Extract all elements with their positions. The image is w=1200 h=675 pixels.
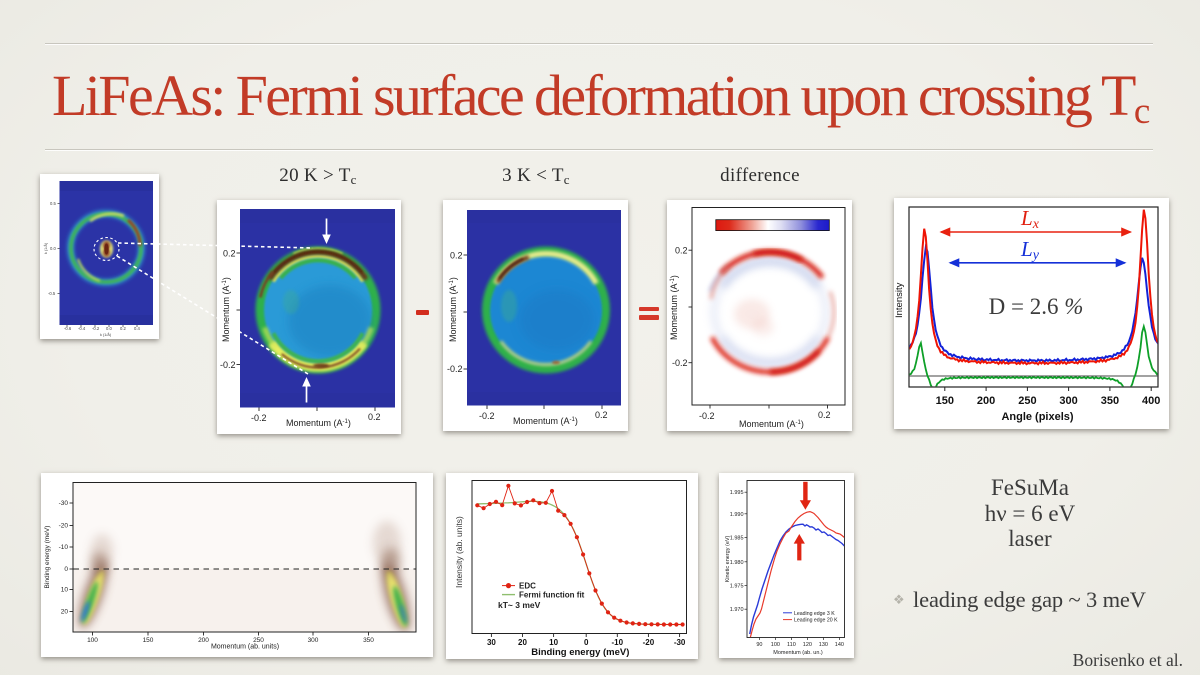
svg-text:200: 200 [977,395,995,407]
svg-text:0.0: 0.0 [106,326,112,331]
svg-text:200: 200 [198,637,209,644]
svg-text:20: 20 [518,638,527,647]
svg-text:-0.2: -0.2 [220,360,236,370]
svg-text:0.2: 0.2 [368,412,381,422]
svg-text:100: 100 [771,642,780,648]
svg-text:Momentum (ab. un.): Momentum (ab. un.) [773,650,823,656]
svg-text:Momentum (A-1): Momentum (A-1) [513,416,578,426]
svg-text:-0.2: -0.2 [672,358,688,368]
svg-text:0: 0 [584,638,589,647]
svg-text:1.980: 1.980 [730,560,744,566]
svg-text:1.975: 1.975 [730,584,744,590]
svg-text:-0.2: -0.2 [92,326,100,331]
svg-text:10: 10 [549,638,558,647]
svg-text:-0.2: -0.2 [251,413,267,423]
svg-text:0.2: 0.2 [450,251,463,261]
svg-text:-20: -20 [59,523,69,530]
svg-text:0.5: 0.5 [50,201,56,206]
svg-text:Leading edge 20 K: Leading edge 20 K [794,618,838,624]
svg-text:kT~ 3 meV: kT~ 3 meV [498,600,541,610]
svg-text:-0.5: -0.5 [48,291,56,296]
svg-text:-30: -30 [674,638,686,647]
svg-text:110: 110 [787,642,796,648]
svg-text:k (1/Å): k (1/Å) [100,332,112,337]
svg-text:Fermi function fit: Fermi function fit [519,590,585,599]
svg-text:-10: -10 [612,638,624,647]
svg-text:-0.2: -0.2 [699,411,715,421]
svg-text:90: 90 [756,642,762,648]
svg-text:1.990: 1.990 [730,512,744,518]
svg-text:Intensity (ab. units): Intensity (ab. units) [454,516,464,588]
svg-text:400: 400 [1142,395,1160,407]
svg-text:0.2: 0.2 [223,249,236,259]
svg-text:-20: -20 [643,638,655,647]
svg-text:Kinetic energy (eV): Kinetic energy (eV) [725,535,731,582]
svg-text:Momentum (A-1): Momentum (A-1) [448,277,458,342]
svg-text:-0.2: -0.2 [479,411,495,421]
svg-text:Binding energy (meV): Binding energy (meV) [531,647,629,658]
svg-text:100: 100 [87,637,98,644]
svg-text:300: 300 [308,637,319,644]
svg-text:20: 20 [61,609,69,616]
svg-text:Binding energy (meV): Binding energy (meV) [44,526,51,589]
svg-text:150: 150 [143,637,154,644]
svg-text:-0.6: -0.6 [64,326,72,331]
svg-text:-0.4: -0.4 [78,326,86,331]
svg-text:0.2: 0.2 [675,246,688,256]
svg-text:250: 250 [253,637,264,644]
svg-text:250: 250 [1018,395,1036,407]
svg-text:Momentum (A-1): Momentum (A-1) [286,418,351,428]
svg-text:30: 30 [487,638,496,647]
svg-text:0.0: 0.0 [50,246,56,251]
svg-text:-0.2: -0.2 [447,364,463,374]
svg-text:1.985: 1.985 [730,536,744,542]
svg-text:-10: -10 [59,544,69,551]
svg-text:1.970: 1.970 [730,607,744,613]
svg-text:0.2: 0.2 [818,410,831,420]
svg-text:120: 120 [803,642,812,648]
svg-text:Leading edge 3 K: Leading edge 3 K [794,611,835,617]
svg-text:1.995: 1.995 [730,490,744,496]
svg-text:0: 0 [64,566,68,573]
svg-text:Momentum (A-1): Momentum (A-1) [221,277,231,342]
svg-text:Intensity: Intensity [894,282,905,318]
svg-text:130: 130 [819,642,828,648]
svg-text:150: 150 [936,395,954,407]
svg-text:Momentum (A-1): Momentum (A-1) [669,275,679,340]
svg-text:Angle (pixels): Angle (pixels) [1001,411,1073,423]
svg-text:350: 350 [1101,395,1119,407]
svg-text:k (1/Å): k (1/Å) [43,242,48,254]
svg-text:10: 10 [61,587,69,594]
svg-text:0.2: 0.2 [595,410,608,420]
svg-text:Momentum (ab. units): Momentum (ab. units) [211,644,279,651]
svg-text:140: 140 [835,642,844,648]
svg-text:300: 300 [1059,395,1077,407]
svg-text:D = 2.6 %: D = 2.6 % [989,294,1084,319]
svg-text:350: 350 [363,637,374,644]
svg-text:-30: -30 [59,500,69,507]
svg-text:Momentum (A-1): Momentum (A-1) [739,419,804,429]
svg-text:EDC: EDC [519,581,536,590]
